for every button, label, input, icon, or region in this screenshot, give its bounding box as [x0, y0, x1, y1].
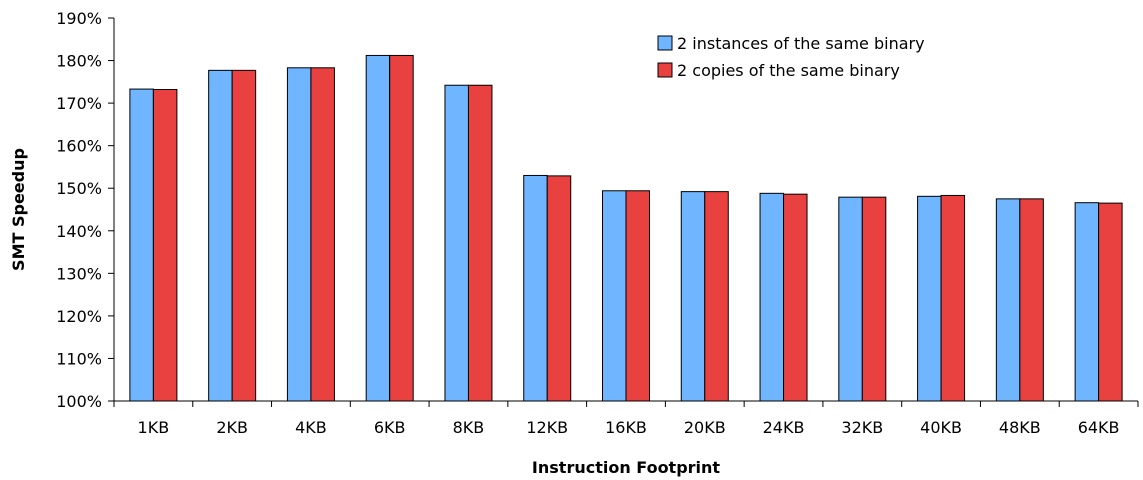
bar-copies: [546, 175, 572, 402]
bar-copies: [389, 54, 414, 402]
x-axis-title: Instruction Footprint: [532, 458, 721, 477]
x-tick-label: 20KB: [684, 418, 726, 437]
bar-copies: [783, 193, 808, 402]
y-tick-label: 140%: [56, 222, 102, 241]
y-tick-label: 120%: [56, 307, 102, 326]
x-tick-label: 40KB: [920, 418, 962, 437]
bar-copies: [231, 69, 257, 402]
x-tick-label: 2KB: [216, 418, 248, 437]
bar-instances: [523, 174, 548, 402]
bar-instances: [365, 54, 391, 402]
x-tick-label: 32KB: [841, 418, 883, 437]
bar-instances: [444, 84, 469, 402]
bar-instances: [680, 191, 706, 402]
bar-copies: [1098, 202, 1123, 402]
bar-instances: [602, 190, 627, 402]
bar-instances: [1074, 202, 1100, 402]
x-tick-label: 24KB: [763, 418, 805, 437]
y-tick-label: 150%: [56, 179, 102, 198]
bar-copies: [152, 88, 178, 402]
x-tick-label: 8KB: [453, 418, 485, 437]
bar-copies: [625, 190, 650, 402]
bar-instances: [208, 69, 233, 402]
y-tick-label: 130%: [56, 264, 102, 283]
y-tick-label: 180%: [56, 52, 102, 71]
bar-copies: [940, 194, 966, 402]
legend-background: [648, 30, 984, 90]
legend: 2 instances of the same binary 2 copies …: [648, 30, 984, 90]
x-tick-label: 16KB: [605, 418, 647, 437]
bar-instances: [995, 198, 1021, 402]
x-tick-label: 12KB: [526, 418, 568, 437]
legend-label-copies: 2 copies of the same binary: [677, 61, 900, 80]
y-tick-label: 100%: [56, 392, 102, 411]
bar-copies: [310, 67, 335, 402]
y-tick-label: 160%: [56, 137, 102, 156]
y-tick-label: 110%: [56, 349, 102, 368]
legend-swatch-copies: [657, 62, 673, 78]
x-tick-label: 48KB: [999, 418, 1041, 437]
y-axis-title: SMT Speedup: [9, 148, 28, 271]
bar-copies: [704, 191, 729, 402]
bar-instances: [286, 67, 312, 402]
legend-swatch-instances: [657, 35, 673, 51]
bar-group: [129, 54, 1123, 402]
bar-copies: [861, 196, 887, 402]
x-tick-label: 64KB: [1078, 418, 1120, 437]
bar-copies: [1019, 198, 1044, 402]
bar-instances: [917, 195, 942, 402]
x-tick-label: 1KB: [138, 418, 170, 437]
x-ticks: 1KB 2KB 4KB 6KB 8KB 12KB 16KB 20KB 24KB 32KB 40KB 4…: [113, 401, 1139, 437]
x-tick-label: 4KB: [295, 418, 327, 437]
bar-copies: [467, 84, 493, 402]
x-tick-label: 6KB: [374, 418, 406, 437]
y-tick-label: 170%: [56, 94, 102, 113]
legend-label-instances: 2 instances of the same binary: [677, 34, 925, 53]
axes: [113, 18, 1138, 402]
bar-instances: [759, 192, 785, 402]
y-ticks: 100% 110% 120% 130% 140% 150% 160% 170% 180% 190%: [56, 9, 114, 411]
y-tick-label: 190%: [56, 9, 102, 28]
bar-instances: [838, 196, 863, 402]
bar-instances: [129, 88, 154, 402]
